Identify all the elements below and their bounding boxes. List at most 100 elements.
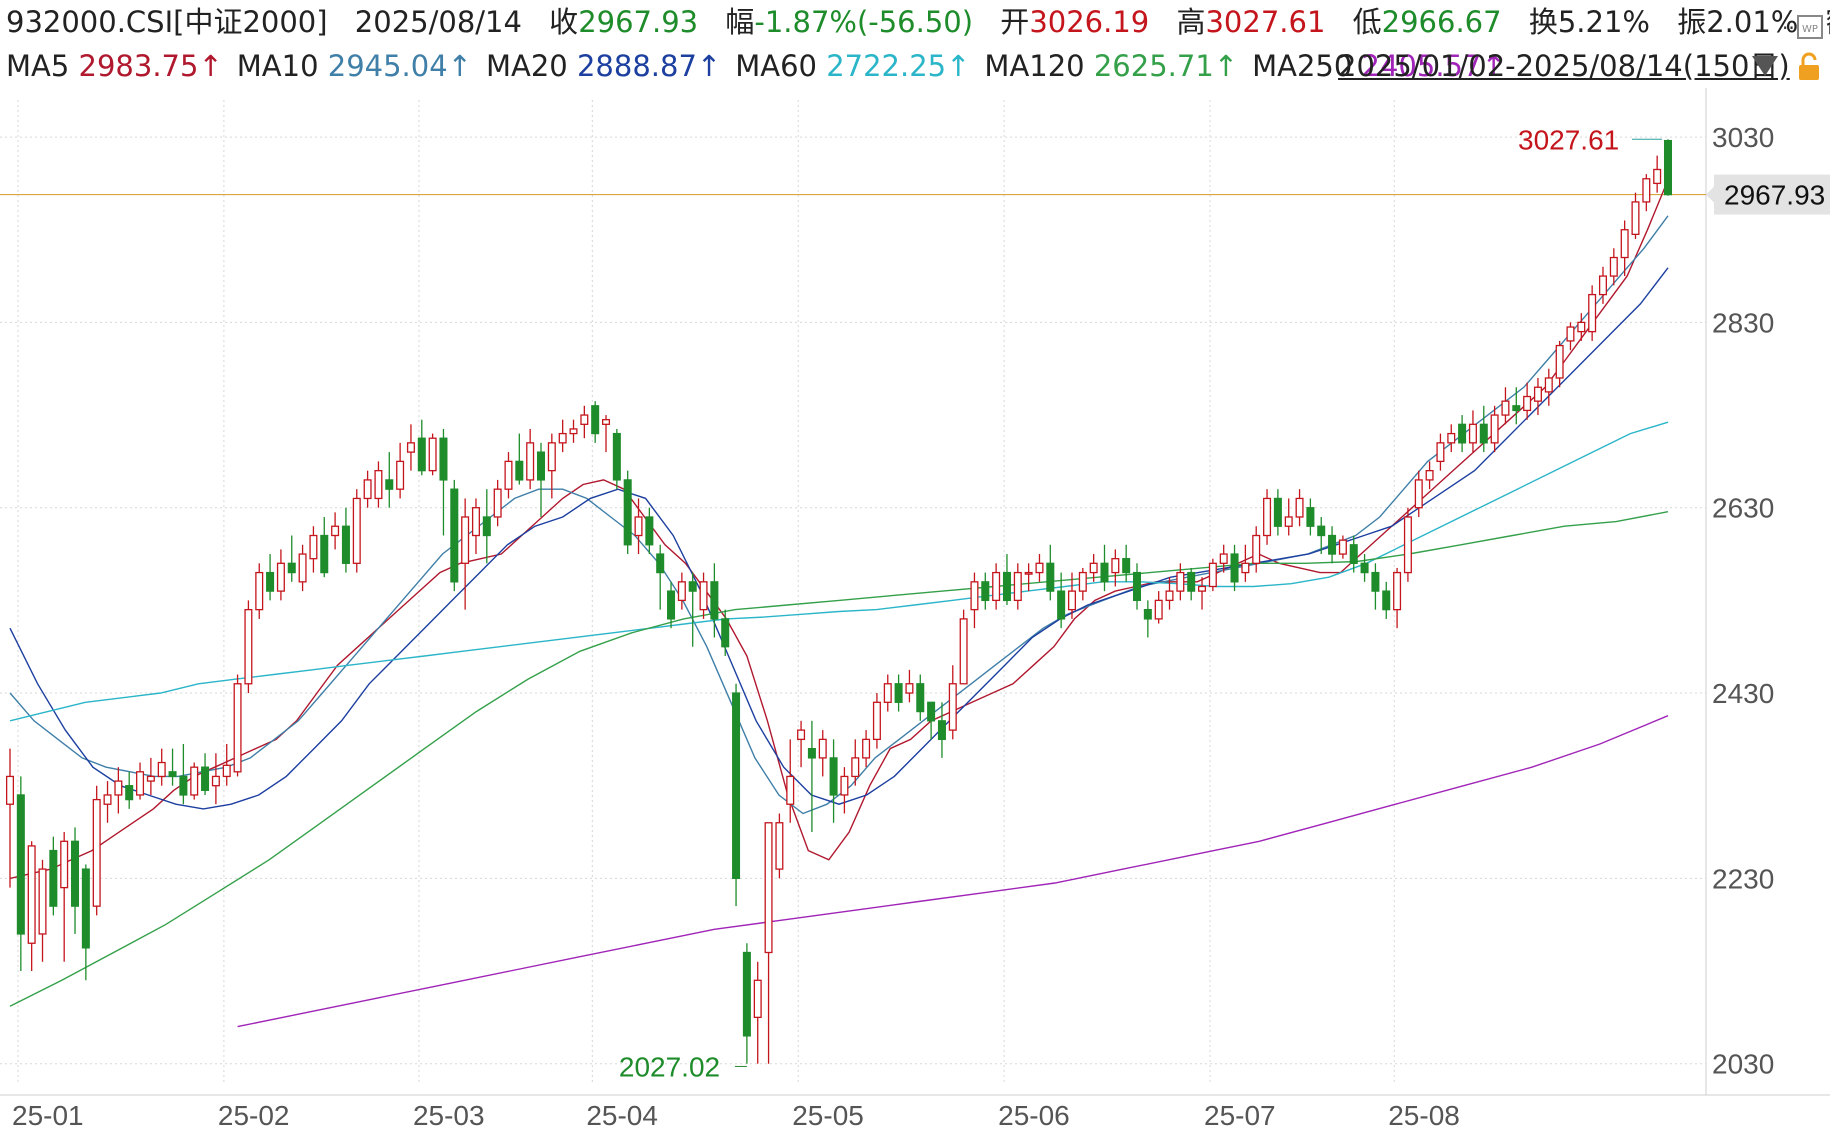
candle-body bbox=[287, 562, 296, 574]
candle-body bbox=[937, 720, 946, 741]
high-value: 3027.61 bbox=[1205, 5, 1326, 39]
candle bbox=[797, 720, 806, 768]
candle-body bbox=[1555, 344, 1564, 379]
x-tick-label: 25-01 bbox=[12, 1100, 84, 1131]
candle-body bbox=[396, 460, 405, 490]
candle-body bbox=[1165, 590, 1174, 602]
candle-body bbox=[1241, 562, 1250, 574]
x-tick-label: 25-04 bbox=[586, 1100, 658, 1131]
candle-body bbox=[320, 534, 329, 574]
candle bbox=[656, 544, 665, 610]
candle bbox=[1653, 155, 1662, 193]
candle bbox=[1588, 285, 1597, 341]
candle-body bbox=[222, 764, 231, 778]
candle bbox=[1382, 581, 1391, 619]
candle bbox=[493, 479, 502, 527]
x-tick-label: 25-02 bbox=[218, 1100, 290, 1131]
candle bbox=[515, 433, 524, 485]
candle bbox=[699, 572, 708, 619]
candle bbox=[667, 581, 676, 629]
candle-body bbox=[103, 794, 112, 805]
candle bbox=[1046, 544, 1055, 601]
candle-body bbox=[1078, 571, 1087, 592]
candle-body bbox=[677, 581, 686, 602]
candle bbox=[298, 544, 307, 592]
candle bbox=[1620, 220, 1629, 277]
candle-body bbox=[526, 442, 535, 481]
candle bbox=[1414, 470, 1423, 517]
close-value: 2967.93 bbox=[578, 5, 699, 39]
candle-body bbox=[742, 951, 751, 1037]
candle bbox=[428, 433, 437, 476]
candle bbox=[38, 859, 47, 962]
y-tick-label: 3030 bbox=[1712, 122, 1774, 153]
candle-body bbox=[81, 868, 90, 949]
candle bbox=[732, 683, 741, 907]
ma-label-ma10: MA10 bbox=[236, 49, 328, 83]
candle bbox=[1230, 544, 1239, 592]
candle bbox=[1577, 313, 1586, 341]
candle-body bbox=[1295, 497, 1304, 518]
candle bbox=[1024, 563, 1033, 592]
more-icon[interactable]: .. bbox=[1782, 10, 1795, 34]
candle bbox=[764, 822, 773, 1064]
candle bbox=[1328, 526, 1337, 564]
candle-body bbox=[840, 775, 849, 796]
candle bbox=[27, 841, 36, 972]
candle bbox=[829, 739, 838, 823]
candle-body bbox=[1349, 544, 1358, 564]
candle-body bbox=[1468, 423, 1477, 444]
quote-date: 2025/08/14 bbox=[354, 5, 522, 39]
candle-body bbox=[1663, 139, 1673, 196]
candle-body bbox=[461, 516, 470, 564]
candle bbox=[1111, 549, 1120, 587]
candle bbox=[1122, 544, 1131, 582]
candle bbox=[320, 516, 329, 578]
candle bbox=[937, 702, 946, 758]
x-tick-label: 25-06 bbox=[998, 1100, 1070, 1131]
candle-body bbox=[515, 460, 524, 481]
candle-body bbox=[688, 581, 697, 592]
candle bbox=[244, 600, 253, 694]
high-label: 高 bbox=[1176, 5, 1206, 39]
candle-body bbox=[1631, 201, 1640, 236]
candle-body bbox=[406, 442, 415, 453]
candle-body bbox=[1598, 275, 1607, 296]
candle bbox=[103, 781, 112, 823]
ma-bar: MA5 2983.75↑ MA10 2945.04↑ MA20 2888.87↑ MA… bbox=[6, 48, 1520, 84]
candle-body bbox=[536, 451, 546, 481]
candle-body bbox=[753, 979, 762, 1019]
candle bbox=[1317, 516, 1326, 555]
candle bbox=[1490, 405, 1499, 453]
candle-body bbox=[818, 738, 827, 759]
date-range[interactable]: 2025/01/02-2025/08/14(150日) bbox=[1338, 49, 1790, 83]
candle bbox=[742, 943, 751, 1064]
candle bbox=[287, 535, 296, 582]
candle bbox=[1284, 498, 1293, 536]
candle-body bbox=[417, 437, 426, 472]
candle bbox=[385, 452, 394, 508]
chevron-down-icon[interactable] bbox=[1752, 56, 1778, 76]
candle-body bbox=[266, 571, 275, 592]
candle bbox=[721, 609, 730, 656]
candle bbox=[1078, 567, 1087, 601]
candle-body bbox=[1306, 507, 1315, 527]
lock-icon[interactable] bbox=[1794, 52, 1824, 82]
candle bbox=[1241, 544, 1250, 582]
candle-body bbox=[1154, 599, 1163, 620]
candle-body bbox=[201, 766, 210, 791]
candle-body bbox=[1458, 423, 1467, 444]
candle-body bbox=[1111, 558, 1120, 574]
candle-body bbox=[1642, 178, 1651, 203]
candle-body bbox=[1414, 479, 1423, 509]
candle bbox=[710, 563, 719, 638]
candle bbox=[504, 452, 513, 499]
candle-body bbox=[959, 618, 968, 685]
ma-label-ma20: MA20 bbox=[485, 49, 577, 83]
ma-value-ma120: 2625.71↑ bbox=[1093, 49, 1239, 83]
candle-body bbox=[504, 460, 513, 490]
candle-body bbox=[233, 683, 242, 773]
ma-value-ma10: 2945.04↑ bbox=[327, 49, 472, 83]
wp-icon[interactable]: WP bbox=[1796, 14, 1824, 42]
